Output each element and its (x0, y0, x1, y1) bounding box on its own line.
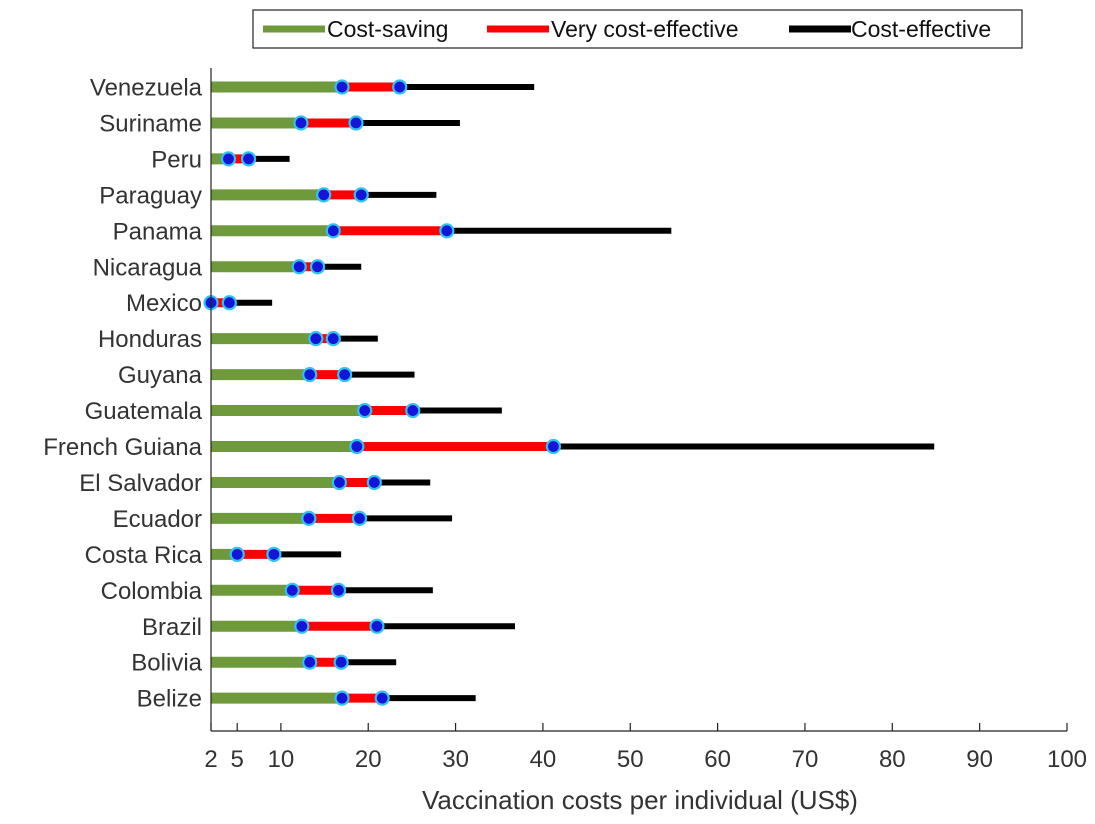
category-label: Brazil (142, 614, 202, 641)
threshold-marker (369, 618, 385, 634)
threshold-marker (392, 79, 408, 95)
category-label: Mexico (126, 290, 202, 317)
category-label: El Salvador (79, 470, 202, 497)
bar-row: El Salvador (79, 470, 431, 497)
category-label: Belize (137, 686, 202, 713)
category-label: Paraguay (99, 182, 202, 209)
threshold-marker (221, 295, 237, 311)
x-tick-label: 10 (268, 746, 295, 773)
x-tick-label: 70 (792, 746, 819, 773)
x-tick-label: 5 (231, 746, 244, 773)
threshold-marker (302, 654, 318, 670)
category-label: Nicaragua (93, 254, 203, 281)
bar-row: Guatemala (85, 398, 502, 425)
threshold-marker (334, 690, 350, 706)
bar-row: Peru (151, 146, 290, 173)
bar-row: Nicaragua (93, 254, 362, 281)
threshold-marker (334, 79, 350, 95)
threshold-marker (316, 187, 332, 203)
bar-row: Brazil (142, 614, 515, 641)
legend-label: Cost-effective (851, 16, 991, 42)
threshold-marker (351, 510, 368, 527)
threshold-marker (220, 151, 237, 167)
bar-row: Panama (113, 218, 672, 245)
x-tick-label: 100 (1047, 746, 1087, 773)
category-label: Guatemala (85, 398, 203, 425)
bar-row: Belize (137, 686, 476, 713)
category-label: Panama (113, 218, 203, 245)
category-label: Honduras (98, 326, 202, 353)
bar-row: Honduras (98, 326, 378, 353)
x-axis: 2 5 10 20 30 40 50 60 70 80 90 100 (204, 68, 1087, 773)
threshold-marker (405, 402, 421, 419)
legend-entry: Very cost-effective (487, 16, 739, 42)
x-tick-label: 90 (966, 746, 993, 773)
legend-label: Cost-saving (327, 16, 448, 42)
category-label: Guyana (118, 362, 203, 389)
bar-row: Guyana (118, 362, 415, 389)
plot-area: Venezuela Suriname Peru Paraguay Panama Nicar… (43, 75, 935, 713)
threshold-marker (266, 546, 282, 562)
category-label: Bolivia (131, 650, 202, 677)
bar-row: Paraguay (99, 182, 437, 209)
bar-row: Ecuador (113, 506, 453, 533)
category-label: Suriname (99, 110, 202, 137)
threshold-marker (330, 582, 347, 598)
category-label: Colombia (101, 578, 203, 605)
category-label: Costa Rica (85, 542, 203, 569)
threshold-marker (545, 438, 562, 455)
threshold-marker (348, 115, 364, 131)
threshold-marker (374, 690, 390, 706)
threshold-marker (325, 331, 341, 347)
threshold-marker (240, 151, 257, 167)
threshold-marker (333, 654, 349, 670)
x-tick-label: 30 (442, 746, 469, 773)
x-tick-label: 50 (617, 746, 644, 773)
threshold-marker (301, 510, 317, 527)
threshold-marker (366, 474, 382, 491)
threshold-marker (229, 546, 245, 562)
x-axis-title: Vaccination costs per individual (US$) (422, 785, 858, 815)
x-tick-label: 2 (204, 746, 217, 773)
legend-entry: Cost-saving (263, 16, 448, 42)
threshold-marker (439, 223, 455, 239)
category-label: Ecuador (113, 506, 202, 533)
x-tick-label: 40 (530, 746, 557, 773)
x-tick-label: 80 (879, 746, 906, 773)
threshold-marker (294, 618, 310, 634)
threshold-marker (349, 438, 365, 455)
threshold-marker (331, 474, 347, 491)
category-label: Peru (151, 146, 202, 173)
category-label: French Guiana (43, 434, 202, 461)
threshold-marker (284, 582, 300, 598)
threshold-marker (337, 367, 353, 383)
bar-row: Colombia (101, 578, 433, 605)
threshold-marker (353, 187, 369, 203)
threshold-marker (325, 223, 341, 239)
bar-row: Mexico (126, 290, 273, 317)
bar-row: Venezuela (90, 75, 535, 102)
x-tick-label: 20 (355, 746, 382, 773)
threshold-marker (293, 115, 309, 131)
threshold-marker (308, 331, 324, 347)
legend: Cost-saving Very cost-effective Cost-effec… (252, 9, 1023, 49)
legend-box (252, 9, 1023, 49)
legend-entry: Cost-effective (789, 16, 991, 42)
threshold-marker (291, 259, 307, 275)
bar-row: Bolivia (131, 650, 397, 677)
bar-row: French Guiana (43, 434, 935, 461)
x-tick-label: 60 (704, 746, 731, 773)
bar-row: Suriname (99, 110, 460, 137)
threshold-marker (309, 259, 326, 275)
bar-row: Costa Rica (85, 542, 342, 569)
category-label: Venezuela (90, 75, 203, 102)
threshold-marker (302, 367, 318, 383)
threshold-marker (357, 402, 373, 419)
legend-label: Very cost-effective (551, 16, 739, 42)
